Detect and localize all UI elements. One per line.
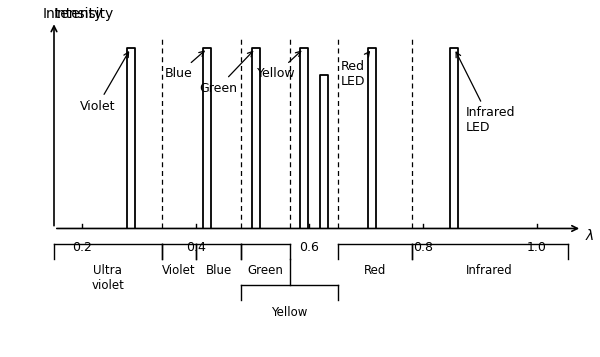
Text: Red
LED: Red LED: [341, 52, 370, 87]
Text: 0.2: 0.2: [73, 241, 92, 254]
Text: Green: Green: [248, 265, 283, 277]
Text: Infrared: Infrared: [466, 265, 513, 277]
Text: 1.0: 1.0: [527, 241, 547, 254]
Text: Blue: Blue: [206, 265, 232, 277]
Text: Violet: Violet: [162, 265, 196, 277]
Text: $\lambda$ ($\mu$m): $\lambda$ ($\mu$m): [585, 227, 600, 245]
Text: Blue: Blue: [165, 51, 204, 80]
Text: 0.4: 0.4: [186, 241, 206, 254]
Text: Yellow: Yellow: [257, 51, 301, 80]
Text: Intensity: Intensity: [54, 7, 114, 21]
Text: 0.6: 0.6: [299, 241, 319, 254]
Text: Intensity: Intensity: [43, 7, 103, 21]
Text: Infrared
LED: Infrared LED: [456, 52, 515, 135]
Text: Green: Green: [199, 51, 253, 95]
Text: Yellow: Yellow: [271, 306, 308, 318]
Text: 0.8: 0.8: [413, 241, 433, 254]
Text: Violet: Violet: [80, 52, 128, 112]
Text: Ultra
violet: Ultra violet: [91, 265, 124, 292]
Text: Red: Red: [364, 265, 386, 277]
